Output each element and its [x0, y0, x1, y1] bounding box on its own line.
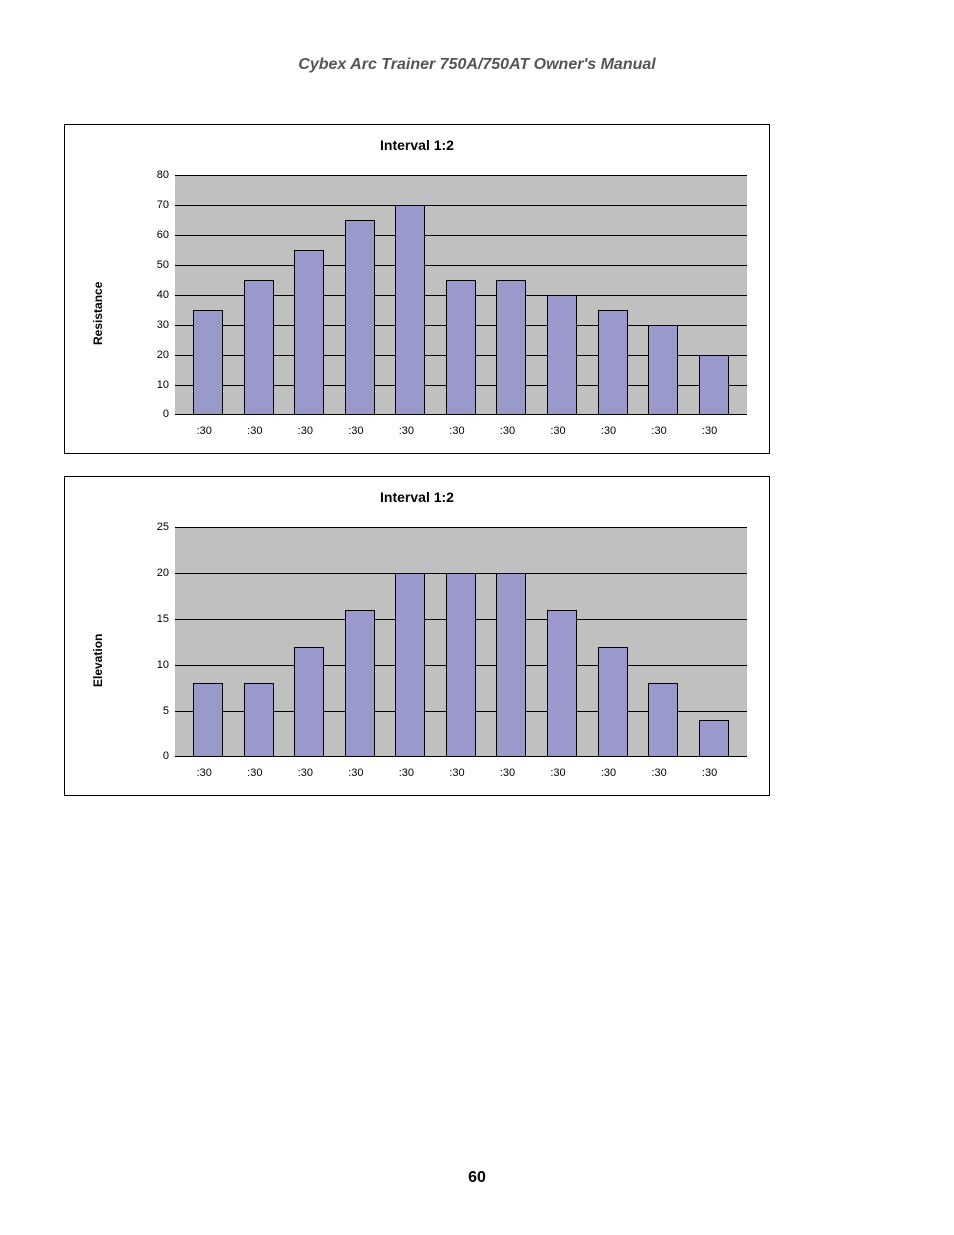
- bar-slot: :30: [341, 527, 379, 757]
- x-tick-label: :30: [639, 425, 679, 437]
- x-tick-label: :30: [386, 425, 426, 437]
- bar-slot: :30: [594, 527, 632, 757]
- y-tick-label: 80: [147, 169, 169, 181]
- x-tick-label: :30: [690, 767, 730, 779]
- bar-slot: :30: [695, 175, 733, 415]
- y-tick-label: 10: [147, 379, 169, 391]
- y-tick-label: 50: [147, 259, 169, 271]
- bar-slot: :30: [391, 175, 429, 415]
- x-tick-label: :30: [184, 767, 224, 779]
- y-axis-label: Elevation: [91, 634, 105, 687]
- bar-slot: :30: [240, 175, 278, 415]
- x-tick-label: :30: [437, 425, 477, 437]
- bar: [496, 573, 526, 757]
- y-tick-label: 0: [147, 408, 169, 420]
- x-tick-label: :30: [639, 767, 679, 779]
- x-tick-label: :30: [386, 767, 426, 779]
- bar: [699, 355, 729, 415]
- bar: [446, 573, 476, 757]
- bar-slot: :30: [492, 527, 530, 757]
- bar: [496, 280, 526, 415]
- y-axis-label: Resistance: [91, 282, 105, 345]
- bar: [547, 295, 577, 415]
- bar-slot: :30: [695, 527, 733, 757]
- bar: [648, 683, 678, 757]
- x-tick-label: :30: [437, 767, 477, 779]
- bar: [193, 683, 223, 757]
- page-number: 60: [0, 1169, 954, 1187]
- bar: [294, 647, 324, 757]
- bar: [395, 573, 425, 757]
- bars-group: :30 :30 :30 :30 :30 :30 :30 :30 :30 :30 :30: [175, 175, 747, 415]
- page-header: Cybex Arc Trainer 750A/750AT Owner's Man…: [0, 56, 954, 74]
- y-tick-label: 30: [147, 319, 169, 331]
- bar-slot: :30: [492, 175, 530, 415]
- x-tick-label: :30: [184, 425, 224, 437]
- bar-slot: :30: [290, 175, 328, 415]
- bar: [648, 325, 678, 415]
- chart-title: Interval 1:2: [65, 477, 769, 505]
- chart-title: Interval 1:2: [65, 125, 769, 153]
- x-tick-label: :30: [487, 425, 527, 437]
- x-tick-label: :30: [336, 767, 376, 779]
- bar-slot: :30: [189, 527, 227, 757]
- bar: [598, 647, 628, 757]
- bar: [446, 280, 476, 415]
- y-tick-label: 70: [147, 199, 169, 211]
- bar-slot: :30: [189, 175, 227, 415]
- baseline: [175, 414, 747, 415]
- elevation-chart-container: Interval 1:2 Elevation 0510152025 :30:30…: [64, 476, 770, 796]
- x-tick-label: :30: [487, 767, 527, 779]
- y-tick-label: 20: [147, 567, 169, 579]
- bar: [193, 310, 223, 415]
- x-tick-label: :30: [538, 425, 578, 437]
- y-tick-label: 0: [147, 750, 169, 762]
- bar-slot: :30: [341, 175, 379, 415]
- x-tick-label: :30: [336, 425, 376, 437]
- bar: [395, 205, 425, 415]
- bar-slot: :30: [442, 527, 480, 757]
- x-tick-label: :30: [538, 767, 578, 779]
- bar: [345, 220, 375, 415]
- bar-slot: :30: [644, 175, 682, 415]
- bar: [345, 610, 375, 757]
- y-tick-label: 20: [147, 349, 169, 361]
- bar-slot: :30: [644, 527, 682, 757]
- y-tick-label: 40: [147, 289, 169, 301]
- y-tick-label: 5: [147, 705, 169, 717]
- bar: [244, 280, 274, 415]
- bar-slot: :30: [240, 527, 278, 757]
- resistance-plot: 01020304050607080 :30:30:30:30:30:30:30:…: [175, 175, 747, 415]
- bar: [699, 720, 729, 757]
- y-tick-label: 60: [147, 229, 169, 241]
- bar: [244, 683, 274, 757]
- x-tick-label: :30: [285, 425, 325, 437]
- x-tick-label: :30: [235, 767, 275, 779]
- bar: [598, 310, 628, 415]
- y-tick-label: 25: [147, 521, 169, 533]
- bar-slot: :30: [391, 527, 429, 757]
- x-tick-label: :30: [235, 425, 275, 437]
- bars-group: :30 :30 :30 :30 :30 :30 :30 :30 :30 :30 :30: [175, 527, 747, 757]
- bar-slot: :30: [543, 527, 581, 757]
- bar: [547, 610, 577, 757]
- baseline: [175, 756, 747, 757]
- x-tick-label: :30: [690, 425, 730, 437]
- elevation-plot: 0510152025 :30:30:30:30:30:30:30:30:30:3…: [175, 527, 747, 757]
- bar-slot: :30: [594, 175, 632, 415]
- resistance-chart-container: Interval 1:2 Resistance 0 10 20 30 40 50 60 70 8…: [64, 124, 770, 454]
- bar-slot: :30: [543, 175, 581, 415]
- bar-slot: :30: [442, 175, 480, 415]
- bar-slot: :30: [290, 527, 328, 757]
- x-tick-label: :30: [589, 425, 629, 437]
- y-tick-label: 10: [147, 659, 169, 671]
- x-tick-label: :30: [589, 767, 629, 779]
- y-tick-label: 15: [147, 613, 169, 625]
- x-tick-label: :30: [285, 767, 325, 779]
- bar: [294, 250, 324, 415]
